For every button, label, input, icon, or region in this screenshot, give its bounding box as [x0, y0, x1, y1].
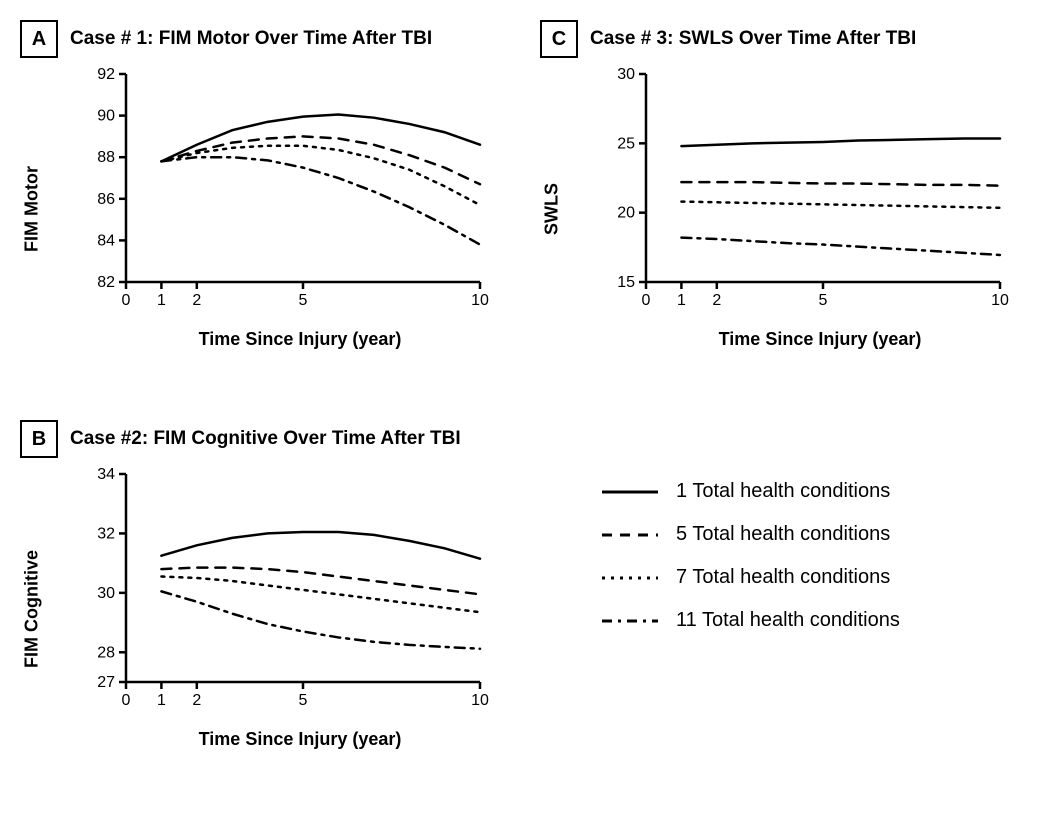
legend: 1 Total health conditions 5 Total health… — [540, 420, 1040, 800]
plot-b-wrap: FIM Cognitive 2728303234012510 Time Sinc… — [80, 468, 520, 750]
svg-text:25: 25 — [617, 135, 635, 152]
panel-c: C Case # 3: SWLS Over Time After TBI SWL… — [540, 20, 1040, 400]
panel-title-c: Case # 3: SWLS Over Time After TBI — [590, 28, 916, 50]
svg-text:92: 92 — [97, 68, 115, 83]
plot-c-wrap: SWLS 15202530012510 Time Since Injury (y… — [600, 68, 1040, 350]
svg-text:30: 30 — [97, 585, 115, 602]
panel-a: A Case # 1: FIM Motor Over Time After TB… — [20, 20, 520, 400]
svg-text:27: 27 — [97, 674, 115, 691]
legend-row: 1 Total health conditions — [600, 480, 1040, 503]
panel-b: B Case #2: FIM Cognitive Over Time After… — [20, 420, 520, 800]
svg-text:5: 5 — [299, 692, 308, 709]
svg-text:10: 10 — [471, 692, 489, 709]
svg-text:0: 0 — [122, 292, 131, 309]
plot-b: 27 28 30 32 34 0 1 2 5 10 — [80, 468, 490, 718]
figure-grid: A Case # 1: FIM Motor Over Time After TB… — [20, 20, 1030, 800]
plot-a-wrap: FIM Motor 828486889092012510 Time Since … — [80, 68, 520, 350]
legend-label: 11 Total health conditions — [676, 609, 900, 632]
ylabel-a: FIM Motor — [22, 166, 43, 252]
panel-c-header: C Case # 3: SWLS Over Time After TBI — [540, 20, 1040, 58]
svg-text:10: 10 — [991, 292, 1009, 309]
plot-a: 82 84 86 88 90 92 0 1 2 5 10 — [80, 68, 490, 318]
panel-title-a: Case # 1: FIM Motor Over Time After TBI — [70, 28, 432, 50]
xlabel-b: Time Since Injury (year) — [80, 729, 520, 750]
svg-text:10: 10 — [471, 292, 489, 309]
svg-text:5: 5 — [299, 292, 308, 309]
svg-text:34: 34 — [97, 468, 115, 483]
panel-a-header: A Case # 1: FIM Motor Over Time After TB… — [20, 20, 520, 58]
panel-letter-b: B — [20, 420, 58, 458]
panel-letter-a: A — [20, 20, 58, 58]
svg-text:15: 15 — [617, 274, 635, 291]
svg-text:1: 1 — [157, 692, 166, 709]
svg-text:2: 2 — [192, 692, 201, 709]
legend-label: 1 Total health conditions — [676, 480, 890, 503]
svg-text:1: 1 — [157, 292, 166, 309]
panel-b-header: B Case #2: FIM Cognitive Over Time After… — [20, 420, 520, 458]
svg-text:32: 32 — [97, 525, 115, 542]
xlabel-c: Time Since Injury (year) — [600, 329, 1040, 350]
legend-label: 7 Total health conditions — [676, 566, 890, 589]
svg-text:20: 20 — [617, 205, 635, 222]
svg-text:28: 28 — [97, 644, 115, 661]
svg-text:86: 86 — [97, 191, 115, 208]
xlabel-a: Time Since Injury (year) — [80, 329, 520, 350]
panel-title-b: Case #2: FIM Cognitive Over Time After T… — [70, 428, 461, 450]
svg-text:84: 84 — [97, 232, 115, 249]
ylabel-c: SWLS — [542, 183, 563, 235]
svg-text:2: 2 — [192, 292, 201, 309]
legend-label: 5 Total health conditions — [676, 523, 890, 546]
plot-c: 15202530012510 — [600, 68, 1010, 318]
svg-text:0: 0 — [642, 292, 651, 309]
svg-text:1: 1 — [677, 292, 686, 309]
legend-row: 7 Total health conditions — [600, 566, 1040, 589]
legend-swatch-icon — [600, 611, 660, 631]
legend-row: 11 Total health conditions — [600, 609, 1040, 632]
svg-text:88: 88 — [97, 149, 115, 166]
legend-swatch-icon — [600, 525, 660, 545]
svg-text:5: 5 — [819, 292, 828, 309]
svg-text:0: 0 — [122, 692, 131, 709]
svg-text:82: 82 — [97, 274, 115, 291]
legend-swatch-icon — [600, 568, 660, 588]
ylabel-b: FIM Cognitive — [22, 550, 43, 668]
svg-text:30: 30 — [617, 68, 635, 83]
svg-text:2: 2 — [712, 292, 721, 309]
svg-text:90: 90 — [97, 108, 115, 125]
legend-row: 5 Total health conditions — [600, 523, 1040, 546]
legend-swatch-icon — [600, 482, 660, 502]
panel-letter-c: C — [540, 20, 578, 58]
